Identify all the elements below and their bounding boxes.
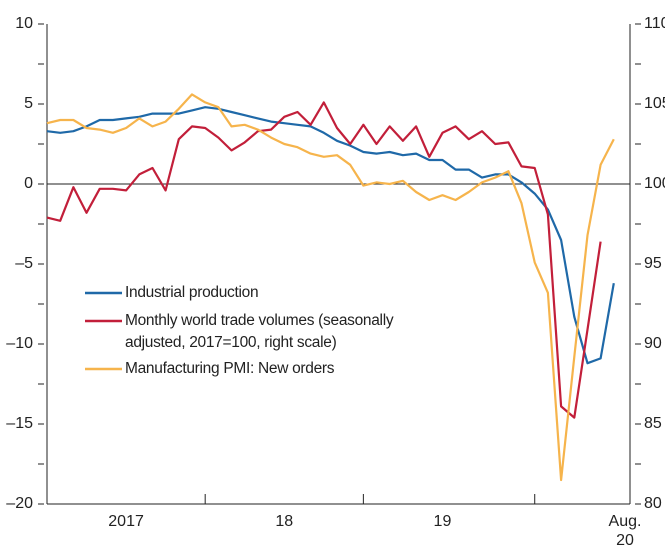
y-tick-label: 0 xyxy=(24,175,33,192)
y2-tick-label: 110 xyxy=(644,15,665,32)
x-tick-label: 19 xyxy=(434,513,452,530)
y-tick-label: 5 xyxy=(24,95,33,112)
legend-label: Industrial production xyxy=(125,284,259,301)
y-tick-label: 10 xyxy=(15,15,33,32)
y-tick-label: –10 xyxy=(6,335,33,352)
x-tick-label: 2017 xyxy=(108,513,144,530)
y-tick-label: –5 xyxy=(15,255,33,272)
y2-tick-label: 95 xyxy=(644,255,662,272)
y-tick-label: –20 xyxy=(6,495,33,512)
x-tick-label: Aug. 20 xyxy=(608,513,642,549)
y2-tick-label: 90 xyxy=(644,335,662,352)
y2-tick-label: 80 xyxy=(644,495,662,512)
y2-tick-label: 100 xyxy=(644,175,665,192)
y2-tick-label: 105 xyxy=(644,95,665,112)
series-line xyxy=(46,93,615,482)
legend-label: Manufacturing PMI: New orders xyxy=(125,360,335,377)
y-tick-label: –15 xyxy=(6,415,33,432)
series-line xyxy=(46,106,615,365)
legend-label: Monthly world trade volumes (seasonally … xyxy=(125,312,394,351)
series-line xyxy=(46,101,602,419)
x-tick-label: 18 xyxy=(275,513,293,530)
y2-tick-label: 85 xyxy=(644,415,662,432)
